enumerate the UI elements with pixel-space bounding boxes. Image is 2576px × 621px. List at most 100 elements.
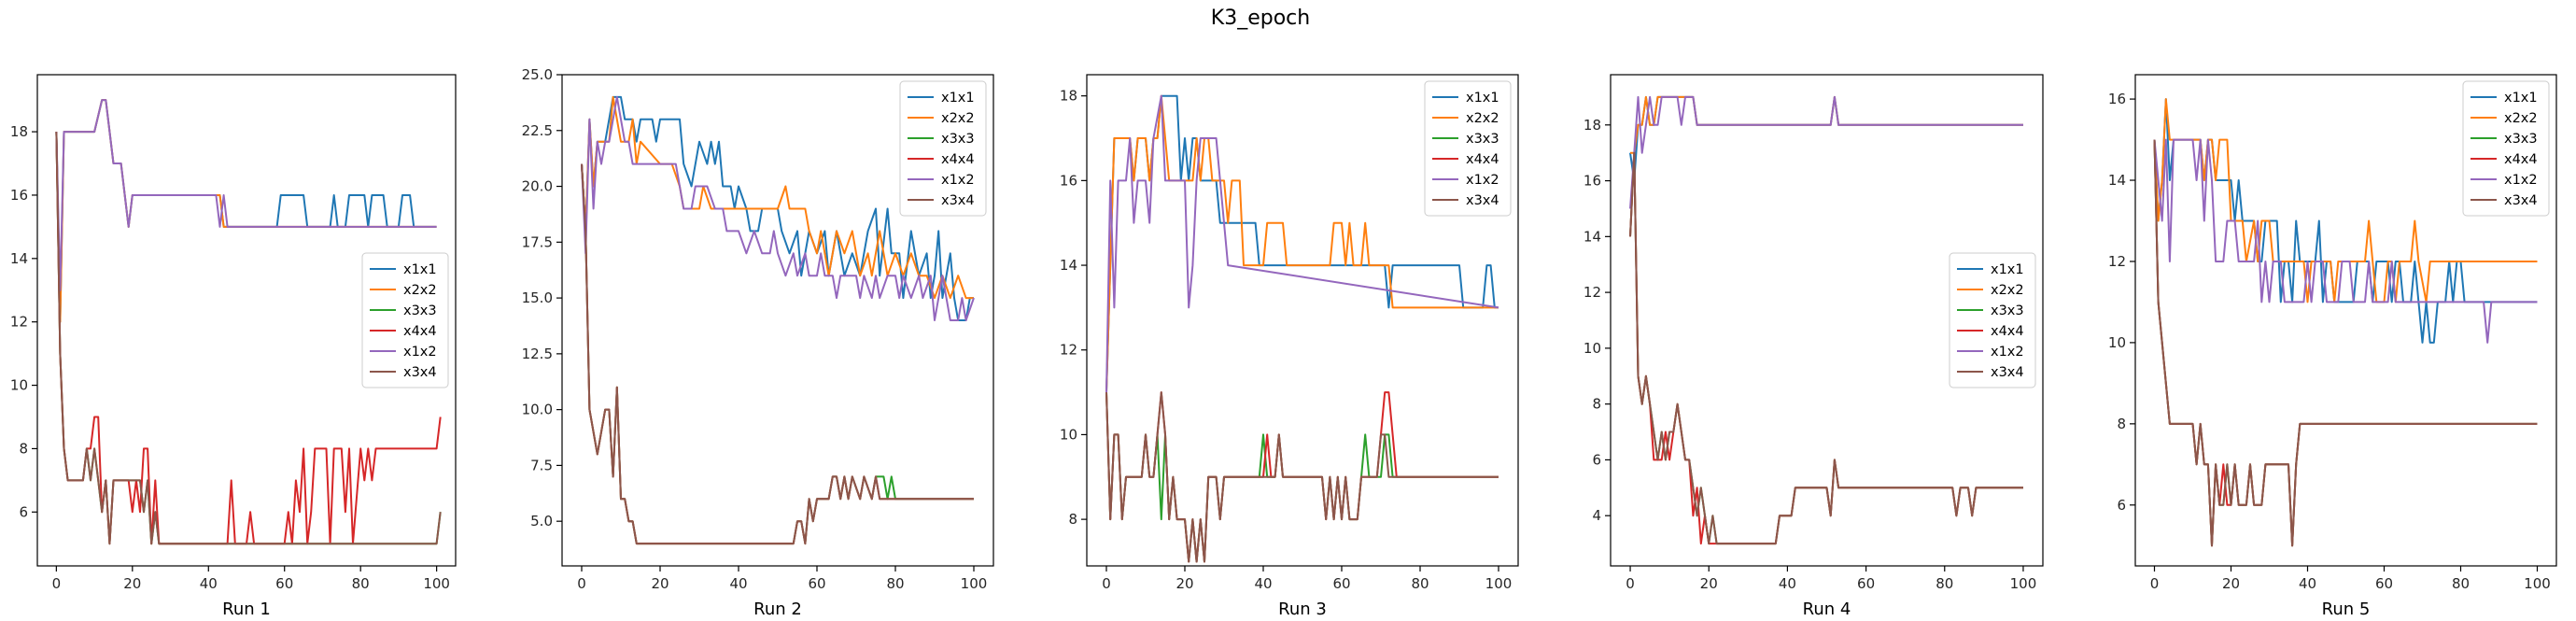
legend-label-x4x4: x4x4 xyxy=(1466,152,1499,167)
series-line-x3x4 xyxy=(1105,391,1499,563)
y-tick-label: 18 xyxy=(1584,117,1601,134)
y-tick-label: 8 xyxy=(2117,416,2126,432)
legend-label-x1x1: x1x1 xyxy=(1466,91,1499,106)
subplot-run-1: 0 20 40 60 80 100 6 8 10 12 14 16 18 Run 1 x1x1 x2x2 x3x… xyxy=(10,74,457,619)
figure-suptitle: K3_epoch xyxy=(1211,7,1310,30)
x-tick-label: 80 xyxy=(1411,575,1429,592)
legend-label-x3x4: x3x4 xyxy=(1991,365,2024,380)
y-tick-label: 10 xyxy=(1060,426,1077,443)
legend: x1x1 x2x2 x3x3 x4x4 x1x2 x3x4 xyxy=(2462,80,2550,217)
legend-label-x4x4: x4x4 xyxy=(941,152,975,167)
series-line-x1x2 xyxy=(55,99,437,291)
x-tick-label: 20 xyxy=(123,575,141,592)
x-tick-label: 40 xyxy=(729,575,747,592)
series-line-x3x4 xyxy=(581,163,974,545)
y-tick-label: 16 xyxy=(10,187,28,204)
y-tick-label: 25.0 xyxy=(522,66,553,83)
series-group xyxy=(55,99,442,545)
x-tick-label: 100 xyxy=(961,575,988,592)
x-tick-label: 100 xyxy=(1485,575,1513,592)
x-tick-label: 0 xyxy=(52,575,62,592)
legend-label-x1x2: x1x2 xyxy=(941,173,975,188)
x-tick-label: 40 xyxy=(200,575,218,592)
legend-label-x2x2: x2x2 xyxy=(2504,111,2538,126)
legend-label-x3x4: x3x4 xyxy=(2504,193,2538,208)
legend-label-x3x3: x3x3 xyxy=(1991,303,2024,318)
x-tick-label: 100 xyxy=(2524,575,2551,592)
y-tick-label: 6 xyxy=(1592,451,1601,468)
legend-label-x2x2: x2x2 xyxy=(941,111,975,126)
y-tick-label: 8 xyxy=(1068,511,1077,528)
x-tick-label: 100 xyxy=(2010,575,2037,592)
legend: x1x1 x2x2 x3x3 x4x4 x1x2 x3x4 xyxy=(899,80,987,217)
x-tick-label: 60 xyxy=(1332,575,1350,592)
x-tick-label: 20 xyxy=(1700,575,1718,592)
y-tick-label: 14 xyxy=(1060,257,1077,274)
legend-box xyxy=(2462,80,2550,217)
y-tick-label: 12 xyxy=(1060,342,1077,359)
x-tick-label: 20 xyxy=(2222,575,2240,592)
x-tick-label: 20 xyxy=(1175,575,1193,592)
series-line-x3x4 xyxy=(1629,151,2023,545)
legend-label-x1x2: x1x2 xyxy=(1466,173,1499,188)
legend-box xyxy=(1949,252,2036,388)
legend-label-x3x4: x3x4 xyxy=(941,193,975,208)
legend-label-x4x4: x4x4 xyxy=(403,324,437,339)
series-line-x1x2 xyxy=(2153,138,2538,344)
y-tick-label: 14 xyxy=(1584,228,1601,245)
series-group xyxy=(1629,95,2023,545)
y-tick-label: 14 xyxy=(2108,172,2126,189)
series-line-x3x4 xyxy=(55,132,442,545)
x-tick-label: 40 xyxy=(1254,575,1272,592)
legend-label-x1x1: x1x1 xyxy=(1991,262,2024,277)
x-tick-label: 80 xyxy=(352,575,370,592)
legend-label-x2x2: x2x2 xyxy=(403,283,437,298)
series-line-x1x2 xyxy=(1105,94,1499,393)
y-tick-label: 15.0 xyxy=(522,289,553,306)
x-tick-label: 40 xyxy=(2299,575,2316,592)
legend-label-x3x3: x3x3 xyxy=(403,303,437,318)
x-axis-label: Run 4 xyxy=(1803,600,1851,619)
legend-label-x1x2: x1x2 xyxy=(2504,173,2538,188)
y-tick-label: 5.0 xyxy=(530,513,553,529)
y-tick-label: 10 xyxy=(1584,340,1601,357)
legend-box xyxy=(1424,80,1512,217)
legend-label-x3x4: x3x4 xyxy=(403,365,437,380)
series-line-x4x4 xyxy=(581,163,974,545)
x-tick-label: 60 xyxy=(808,575,825,592)
legend-box xyxy=(361,252,449,388)
axes-frame xyxy=(2134,74,2557,567)
x-tick-label: 0 xyxy=(1102,575,1111,592)
series-line-x1x1 xyxy=(1629,95,2023,182)
y-tick-label: 8 xyxy=(19,440,28,457)
x-tick-label: 100 xyxy=(423,575,450,592)
legend-label-x1x2: x1x2 xyxy=(403,345,437,360)
subplot-run-4: 0 20 40 60 80 100 4 6 8 10 12 14 16 18 Run 4 x1x1 x2x2 x3… xyxy=(1584,74,2044,619)
x-axis-label: Run 1 xyxy=(222,600,271,619)
subplot-run-2: 0 20 40 60 80 100 5.0 7.5 10.0 12.5 15.0 17.5 20.0 22… xyxy=(522,66,994,619)
series-group xyxy=(1105,94,1499,563)
x-tick-label: 80 xyxy=(886,575,904,592)
y-tick-label: 10 xyxy=(10,377,28,394)
y-tick-label: 8 xyxy=(1592,396,1601,413)
legend-box xyxy=(899,80,987,217)
y-tick-label: 16 xyxy=(1060,172,1077,189)
y-tick-label: 22.5 xyxy=(522,122,553,139)
y-tick-label: 14 xyxy=(10,250,28,267)
legend-label-x2x2: x2x2 xyxy=(1991,283,2024,298)
y-tick-label: 10.0 xyxy=(522,402,553,418)
y-tick-label: 12 xyxy=(2108,253,2126,270)
legend-label-x2x2: x2x2 xyxy=(1466,111,1499,126)
x-tick-label: 60 xyxy=(275,575,293,592)
x-tick-label: 80 xyxy=(2452,575,2470,592)
x-axis-label: Run 3 xyxy=(1278,600,1327,619)
legend-label-x3x3: x3x3 xyxy=(1466,132,1499,147)
x-tick-label: 0 xyxy=(2150,575,2160,592)
y-tick-label: 16 xyxy=(1584,173,1601,190)
series-line-x2x2 xyxy=(1105,94,1499,393)
legend-label-x1x2: x1x2 xyxy=(1991,345,2024,360)
series-group xyxy=(581,95,975,545)
legend-label-x4x4: x4x4 xyxy=(2504,152,2538,167)
